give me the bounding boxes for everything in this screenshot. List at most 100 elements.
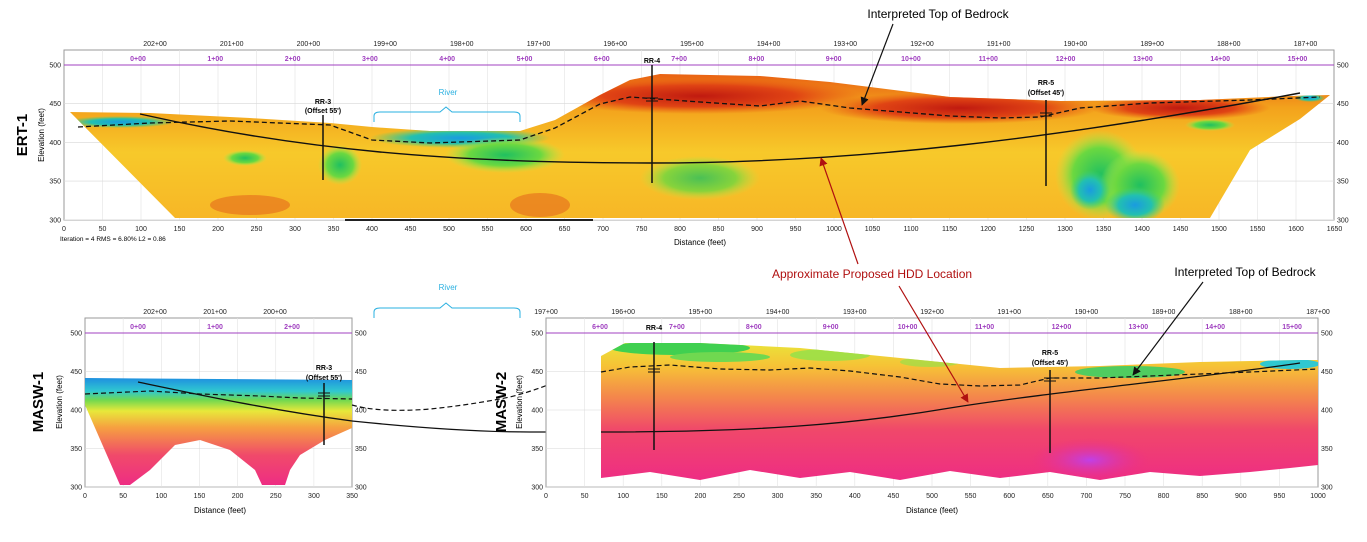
ert1-station-label: 190+00: [1064, 41, 1088, 48]
masw1-boring-rr3-label: RR-3: [316, 365, 332, 372]
masw1-x-tick: 350: [346, 493, 358, 500]
masw1-x-ticks: 0 50 100 150 200 250 300 350: [83, 493, 358, 500]
ert1-local-station-label: 14+00: [1210, 56, 1230, 63]
ert1-y-axis-label: Elevation (feet): [37, 108, 46, 162]
masw2-x-tick: 700: [1081, 493, 1093, 500]
masw1-y-tick-left: 450: [70, 369, 82, 376]
ert1-title: ERT-1: [14, 114, 31, 157]
ert1-station-label: 187+00: [1294, 41, 1318, 48]
ert1-station-labels: 202+00 201+00 200+00 199+00 198+00 197+00 196+…: [143, 41, 1317, 48]
ert1-station-label: 188+00: [1217, 41, 1241, 48]
ert1-boring-rr3: RR-3 (Offset 55'): [305, 99, 341, 180]
masw1-x-tick: 250: [270, 493, 282, 500]
masw2-title: MASW-2: [493, 372, 510, 433]
ert1-boring-rr5: RR-5 (Offset 45'): [1028, 80, 1064, 186]
ert1-hdd-profile-line: [139, 92, 1301, 164]
ert1-station-label: 201+00: [220, 41, 244, 48]
ert1-x-tick: 300: [289, 226, 301, 233]
ert1-x-tick: 1250: [1019, 226, 1035, 233]
masw2-x-tick: 850: [1196, 493, 1208, 500]
masw2-station-label: 188+00: [1229, 309, 1253, 316]
ert1-boring-rr5-label: RR-5: [1038, 80, 1054, 87]
masw2-local-station-labels: 6+00 7+00 8+00 9+00 10+00 11+00 12+00 13+00 14+0…: [592, 324, 1302, 331]
ert1-local-station-label: 9+00: [826, 56, 842, 63]
masw2-x-tick: 200: [695, 493, 707, 500]
masw1-y-tick-left: 350: [70, 446, 82, 453]
masw2-y-tick-left: 400: [531, 408, 543, 415]
ert1-station-label: 195+00: [680, 41, 704, 48]
masw2-y-tick-right: 350: [1321, 446, 1333, 453]
ert1-y-tick-left: 300: [49, 217, 61, 224]
masw1-station-labels: 202+00 201+00 200+00: [143, 309, 287, 316]
masw1-y-tick-right: 350: [355, 446, 367, 453]
masw2-station-label: 195+00: [689, 309, 713, 316]
masw2-local-station-label: 12+00: [1052, 324, 1072, 331]
ert1-x-tick: 1650: [1327, 226, 1343, 233]
ert1-station-label: 191+00: [987, 41, 1011, 48]
masw2-station-label: 192+00: [920, 309, 944, 316]
masw1-local-station-labels: 0+00 1+00 2+00: [130, 324, 300, 331]
masw2-y-tick-right: 450: [1321, 369, 1333, 376]
masw2-x-ticks: 0 50 100 150 200 250 300 350 400 450 500 550 600 650 7…: [544, 493, 1326, 500]
masw1-y-ticks: 500 500 450 450 400 400 350 350 300 300: [70, 331, 366, 492]
ert1-local-station-labels: 0+00 1+00 2+00 3+00 4+00 5+00 6+00 7+00 8+00 9+00…: [130, 56, 1307, 63]
masw2-x-tick: 50: [581, 493, 589, 500]
masw2-y-tick-right: 300: [1321, 485, 1333, 492]
ert1-station-label: 197+00: [527, 41, 551, 48]
masw1-x-tick: 100: [155, 493, 167, 500]
ert1-local-station-label: 7+00: [671, 56, 687, 63]
masw2-boring-rr5-label: RR-5: [1042, 350, 1058, 357]
masw1-x-axis-label: Distance (feet): [194, 506, 246, 515]
masw2-y-tick-right: 500: [1321, 331, 1333, 338]
ert1-x-tick: 500: [443, 226, 455, 233]
ert1-x-tick: 700: [597, 226, 609, 233]
masw1-x-tick: 200: [232, 493, 244, 500]
ert1-x-tick: 850: [713, 226, 725, 233]
masw2-y-axis-label: Elevation (feet): [515, 375, 524, 429]
ert1-x-tick: 1150: [942, 226, 957, 233]
masw2-x-tick: 1000: [1310, 493, 1326, 500]
ert1-station-label: 198+00: [450, 41, 474, 48]
ert1-x-tick: 1100: [903, 226, 918, 233]
masw2-x-axis-label: Distance (feet): [906, 506, 958, 515]
bedrock-connector-dashed: [351, 366, 602, 411]
hdd-arrow-down: [898, 285, 969, 403]
ert1-boring-rr5-offset: (Offset 45'): [1028, 90, 1064, 97]
ert1-x-tick: 650: [559, 226, 571, 233]
masw1-x-tick: 300: [308, 493, 320, 500]
masw2-station-labels: 197+00 196+00 195+00 194+00 193+00 192+00 191+…: [534, 309, 1330, 316]
ert1-x-tick: 1200: [980, 226, 996, 233]
ert1-y-tick-right: 450: [1337, 101, 1349, 108]
masw2-x-tick: 150: [656, 493, 668, 500]
masw2-x-tick: 450: [888, 493, 900, 500]
ert1-x-tick: 350: [328, 226, 340, 233]
ert1-x-tick: 600: [520, 226, 532, 233]
ert1-y-tick-left: 400: [49, 140, 61, 147]
ert1-station-label: 200+00: [297, 41, 321, 48]
hdd-annotation: Approximate Proposed HDD Location: [772, 267, 972, 281]
masw2-local-station-label: 9+00: [823, 324, 839, 331]
masw2-x-tick: 750: [1119, 493, 1131, 500]
ert1-x-tick: 1400: [1134, 226, 1150, 233]
ert1-boring-rr3-offset: (Offset 55'): [305, 108, 341, 115]
masw1-y-tick-left: 400: [70, 408, 82, 415]
masw2-station-label: 194+00: [766, 309, 790, 316]
bedrock-annotation-bottom: Interpreted Top of Bedrock: [1174, 265, 1316, 279]
masw2-local-station-label: 8+00: [746, 324, 762, 331]
masw1-panel: RR-3 (Offset 55') MASW-1 Elevation (feet…: [30, 309, 367, 515]
masw1-local-station-label: 1+00: [207, 324, 223, 331]
masw2-x-tick: 950: [1274, 493, 1286, 500]
masw2-x-tick: 600: [1003, 493, 1015, 500]
ert1-y-tick-left: 450: [49, 101, 61, 108]
ert1-y-tick-right: 400: [1337, 140, 1349, 147]
masw1-x-tick: 50: [119, 493, 127, 500]
masw2-boring-rr5-offset: (Offset 45'): [1032, 360, 1068, 367]
ert1-x-tick: 950: [790, 226, 802, 233]
ert1-x-tick: 1550: [1250, 226, 1266, 233]
ert1-x-tick: 1450: [1173, 226, 1189, 233]
ert1-x-axis-label: Distance (feet): [674, 238, 726, 247]
ert1-y-tick-left: 500: [49, 63, 61, 70]
ert1-x-tick: 400: [366, 226, 378, 233]
masw1-local-station-label: 2+00: [284, 324, 300, 331]
masw2-x-tick: 300: [772, 493, 784, 500]
